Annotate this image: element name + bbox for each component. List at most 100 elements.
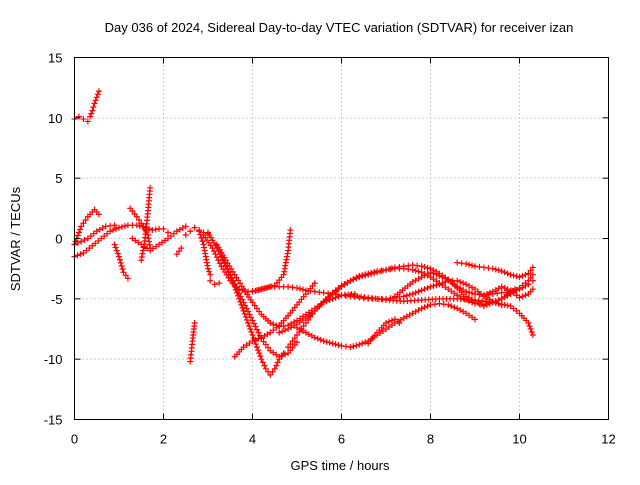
data-point bbox=[495, 297, 502, 304]
data-point bbox=[120, 269, 127, 276]
data-point bbox=[88, 110, 95, 117]
data-point bbox=[353, 275, 360, 282]
data-point bbox=[476, 291, 483, 298]
chart-title: Day 036 of 2024, Sidereal Day-to-day VTE… bbox=[105, 20, 574, 35]
data-point bbox=[90, 103, 97, 110]
data-point bbox=[110, 227, 117, 234]
data-point bbox=[121, 223, 128, 230]
data-point bbox=[280, 322, 287, 329]
data-point bbox=[75, 113, 82, 120]
data-point bbox=[279, 352, 286, 359]
data-point bbox=[391, 316, 398, 323]
data-point bbox=[454, 277, 461, 284]
data-point bbox=[489, 265, 496, 272]
data-point bbox=[504, 302, 511, 309]
series-arc-17 bbox=[231, 280, 318, 360]
data-point bbox=[289, 284, 296, 291]
data-point bbox=[260, 338, 267, 345]
data-point bbox=[273, 322, 280, 329]
data-point bbox=[418, 287, 425, 294]
data-point bbox=[233, 284, 240, 291]
y-axis-label: SDTVAR / TECUs bbox=[8, 186, 23, 291]
data-point bbox=[243, 305, 250, 312]
data-point bbox=[80, 116, 87, 123]
y-tick-label: -10 bbox=[44, 352, 63, 367]
data-point bbox=[480, 264, 487, 271]
data-point bbox=[279, 328, 286, 335]
data-point bbox=[206, 268, 213, 275]
data-point bbox=[507, 271, 514, 278]
data-point bbox=[87, 113, 94, 120]
data-point bbox=[250, 320, 257, 327]
data-point bbox=[383, 319, 389, 326]
series-arc-07 bbox=[138, 184, 154, 264]
data-point bbox=[95, 88, 102, 95]
data-point bbox=[385, 318, 392, 325]
data-point bbox=[276, 329, 283, 336]
data-point bbox=[480, 292, 487, 299]
data-point bbox=[305, 316, 312, 323]
data-point bbox=[403, 292, 410, 299]
data-point bbox=[504, 270, 511, 277]
data-point bbox=[242, 302, 249, 309]
data-point bbox=[335, 342, 342, 349]
data-point bbox=[287, 227, 294, 234]
data-point bbox=[338, 292, 345, 299]
data-point bbox=[112, 244, 119, 251]
data-point bbox=[436, 272, 443, 279]
data-point bbox=[164, 229, 171, 236]
data-point bbox=[421, 264, 428, 271]
data-point bbox=[249, 332, 256, 339]
data-point bbox=[74, 252, 81, 259]
data-point bbox=[414, 262, 421, 269]
data-point bbox=[239, 296, 246, 303]
data-point bbox=[107, 228, 114, 235]
data-point bbox=[252, 336, 259, 343]
series-arc-04 bbox=[71, 222, 171, 260]
data-point bbox=[383, 266, 389, 273]
data-point bbox=[248, 329, 255, 336]
data-point bbox=[102, 223, 109, 230]
series-arc-09 bbox=[173, 245, 185, 258]
data-point bbox=[287, 341, 294, 348]
data-point bbox=[472, 263, 478, 270]
x-tick-label: 0 bbox=[71, 432, 78, 447]
data-point bbox=[256, 308, 263, 315]
data-point bbox=[119, 266, 126, 273]
data-point bbox=[371, 270, 378, 277]
data-point bbox=[117, 259, 124, 266]
data-point bbox=[512, 286, 519, 293]
data-point bbox=[176, 248, 183, 255]
data-point bbox=[476, 263, 483, 270]
data-point bbox=[133, 213, 140, 220]
data-point bbox=[265, 344, 272, 351]
data-point bbox=[231, 281, 238, 288]
data-point bbox=[242, 313, 249, 320]
data-point bbox=[81, 237, 88, 244]
data-point bbox=[527, 274, 534, 281]
y-tick-label: -15 bbox=[44, 413, 63, 428]
data-point bbox=[439, 274, 446, 281]
data-point bbox=[368, 270, 375, 277]
data-point bbox=[160, 225, 167, 232]
data-point bbox=[421, 286, 428, 293]
data-point bbox=[78, 238, 85, 245]
data-point bbox=[138, 220, 145, 227]
data-point bbox=[483, 291, 490, 298]
data-point bbox=[498, 301, 505, 308]
data-point bbox=[498, 268, 505, 275]
data-point bbox=[458, 260, 465, 267]
data-point bbox=[276, 323, 283, 330]
data-point bbox=[342, 343, 349, 350]
x-tick-label: 8 bbox=[427, 432, 434, 447]
data-point bbox=[519, 272, 526, 279]
data-point bbox=[421, 304, 428, 311]
data-point bbox=[469, 290, 476, 297]
data-point bbox=[448, 303, 455, 310]
data-point bbox=[258, 356, 265, 363]
data-point bbox=[314, 335, 321, 342]
data-point bbox=[267, 319, 274, 326]
data-point bbox=[311, 280, 318, 287]
data-point bbox=[299, 286, 306, 293]
